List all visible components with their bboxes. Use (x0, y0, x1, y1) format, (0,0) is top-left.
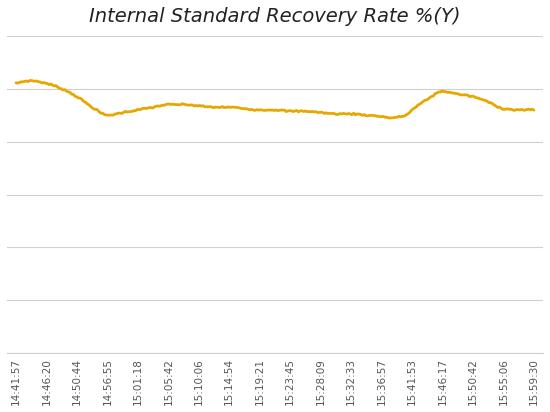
Title: Internal Standard Recovery Rate %(Y): Internal Standard Recovery Rate %(Y) (89, 7, 461, 26)
